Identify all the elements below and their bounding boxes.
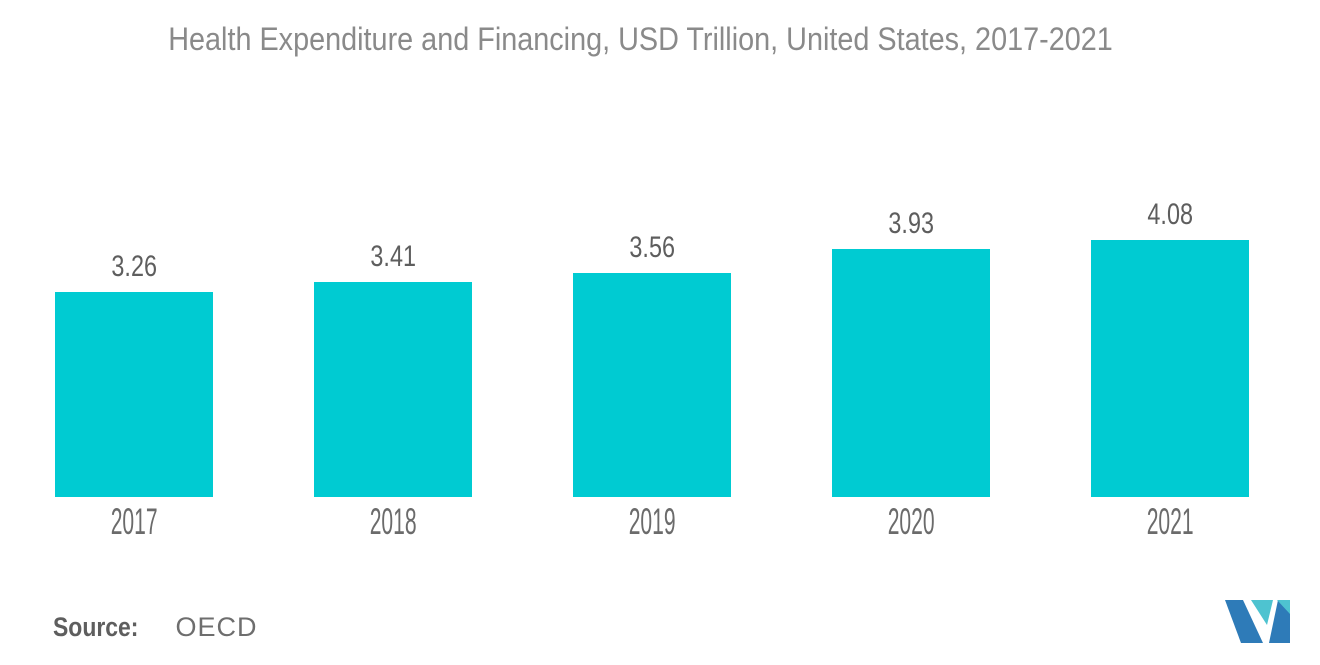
x-axis-label-2020: 2020 bbox=[832, 503, 990, 540]
logo-left-slash bbox=[1225, 600, 1263, 643]
bar-2021 bbox=[1091, 240, 1249, 497]
bar-value-label: 3.93 bbox=[888, 207, 934, 240]
source-value: OECD bbox=[175, 612, 258, 642]
x-axis-label-text: 2019 bbox=[628, 501, 676, 542]
bar-value-label: 3.41 bbox=[370, 240, 416, 273]
source-label: Source: bbox=[53, 612, 139, 642]
bar-value-label: 3.26 bbox=[111, 250, 157, 283]
logo-right-bar bbox=[1269, 600, 1290, 643]
bar-column-2018: 3.41 bbox=[314, 177, 472, 497]
x-axis-label-2019: 2019 bbox=[573, 503, 731, 540]
chart-title: Health Expenditure and Financing, USD Tr… bbox=[168, 21, 1113, 57]
bar-value-label: 4.08 bbox=[1147, 198, 1193, 231]
bar-value-label: 3.56 bbox=[629, 231, 675, 264]
x-axis-label-text: 2021 bbox=[1146, 501, 1194, 542]
bar-column-2019: 3.56 bbox=[573, 177, 731, 497]
x-axis-label-text: 2018 bbox=[369, 501, 417, 542]
bar-2020 bbox=[832, 249, 990, 497]
mordor-intelligence-logo bbox=[1225, 600, 1290, 643]
x-axis-label-text: 2017 bbox=[110, 501, 158, 542]
logo-corner-triangle bbox=[1277, 600, 1290, 614]
bar-2019 bbox=[573, 273, 731, 497]
bar-2018 bbox=[314, 282, 472, 497]
logo-middle-triangle bbox=[1251, 600, 1273, 625]
x-axis-label-2021: 2021 bbox=[1091, 503, 1249, 540]
x-axis-label-2017: 2017 bbox=[55, 503, 213, 540]
bar-column-2020: 3.93 bbox=[832, 177, 990, 497]
x-axis-label-2018: 2018 bbox=[314, 503, 472, 540]
source-row: Source: OECD bbox=[53, 612, 258, 643]
bar-column-2021: 4.08 bbox=[1091, 177, 1249, 497]
bar-2017 bbox=[55, 292, 213, 497]
x-axis-label-text: 2020 bbox=[887, 501, 935, 542]
bar-column-2017: 3.26 bbox=[55, 177, 213, 497]
